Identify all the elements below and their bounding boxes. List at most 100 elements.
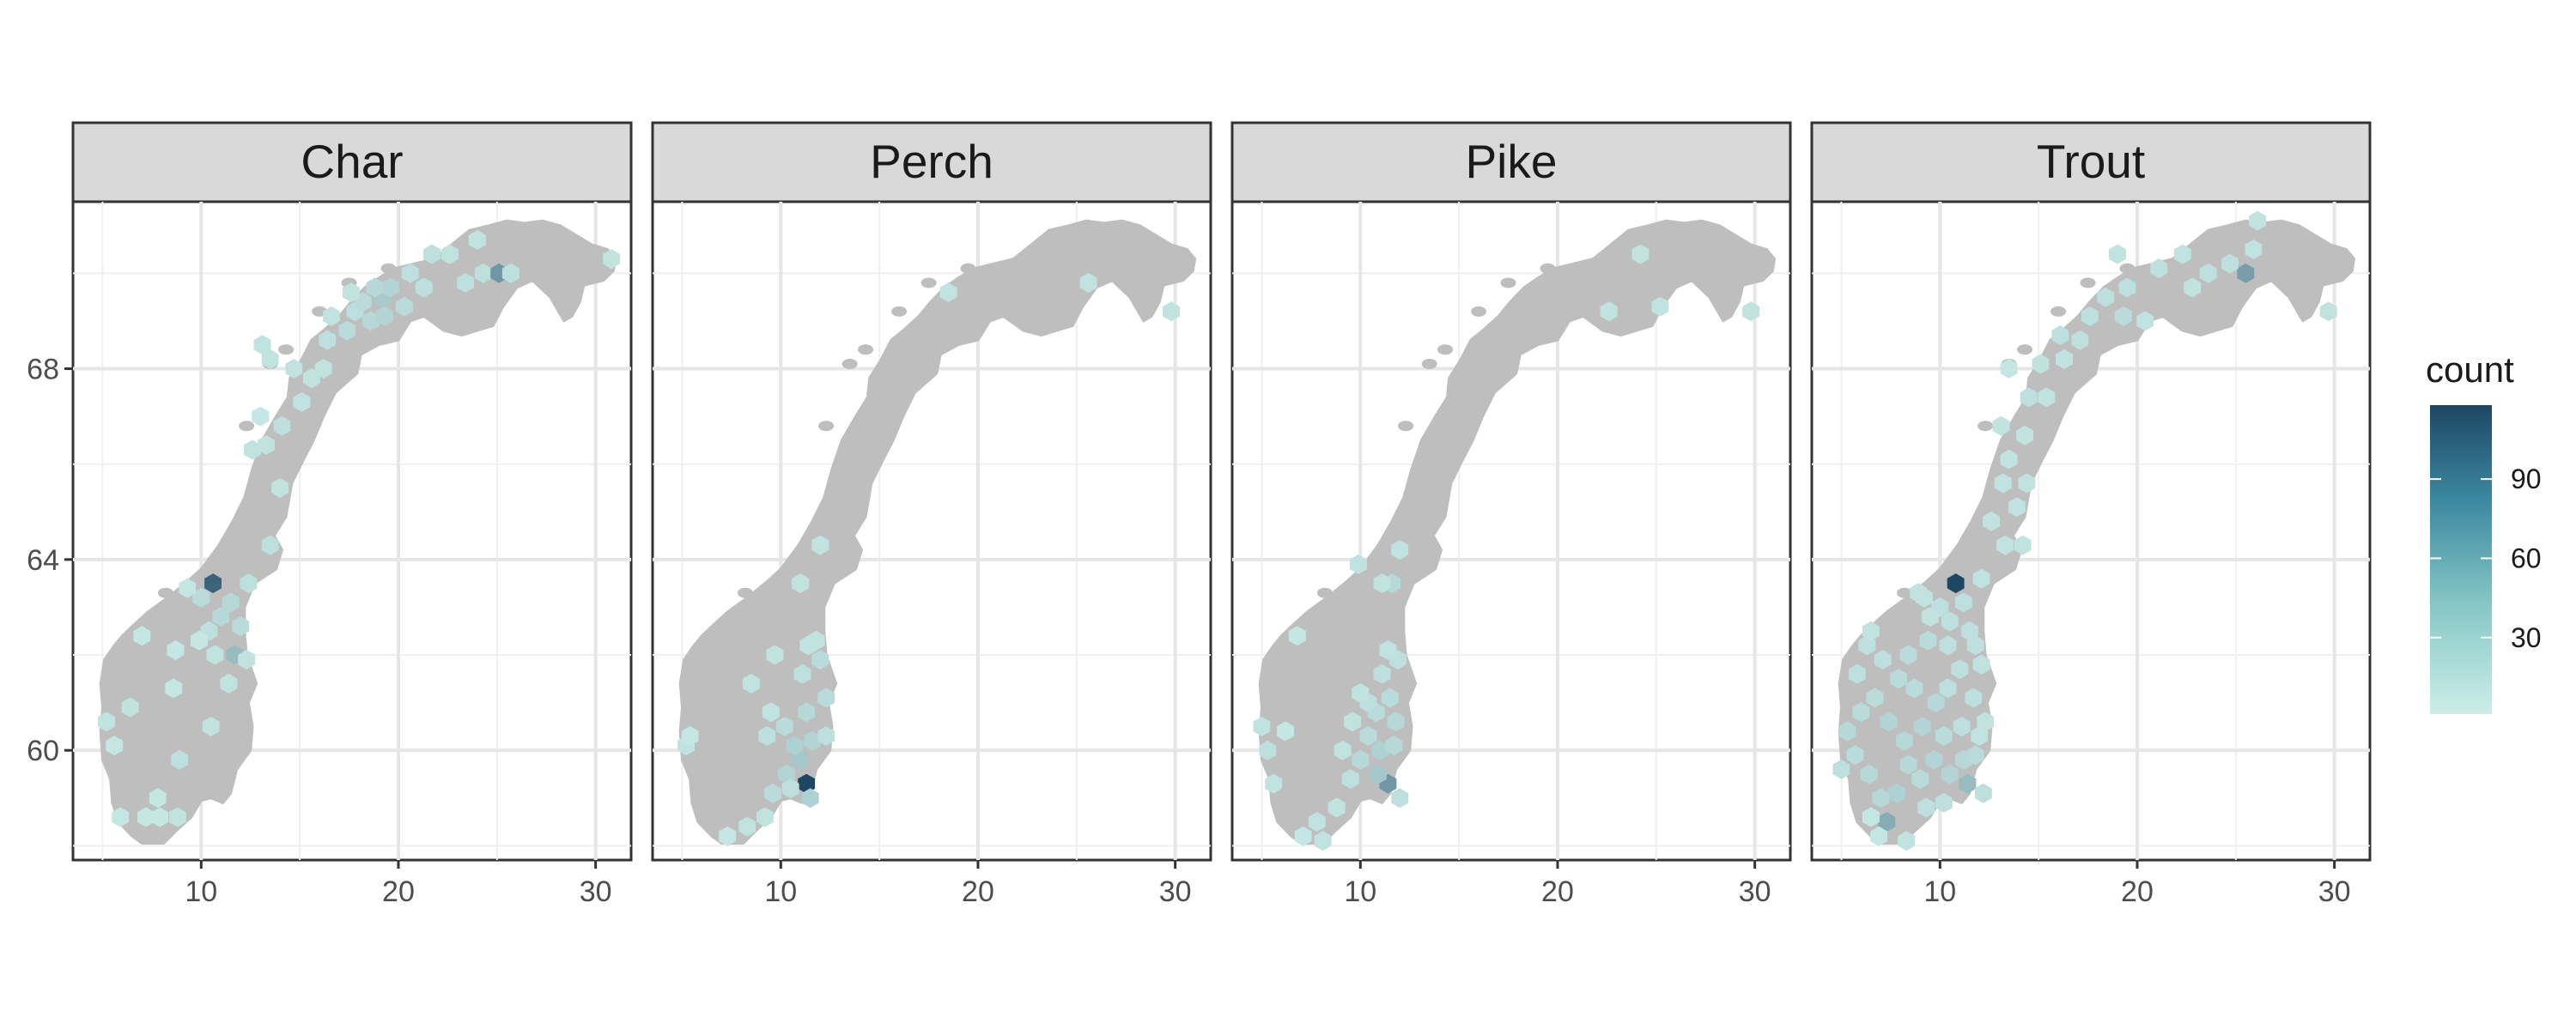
- hexbin: [1905, 678, 1923, 699]
- hexbin: [817, 688, 835, 708]
- island: [157, 587, 173, 598]
- island: [960, 263, 976, 274]
- hexbin: [1259, 740, 1277, 760]
- hexbin: [381, 277, 399, 298]
- facet-strip-label: Pike: [1466, 135, 1558, 188]
- hexbin: [137, 807, 155, 827]
- hexbin: [338, 320, 356, 341]
- hexbin: [1838, 721, 1856, 742]
- hexbin: [742, 673, 760, 694]
- island: [1421, 358, 1437, 369]
- x-axis: 10 20 30: [764, 860, 1192, 908]
- hexbin: [1308, 812, 1326, 832]
- hexbin: [1866, 688, 1884, 708]
- island: [1316, 587, 1333, 598]
- hexbin: [204, 573, 222, 594]
- hexbin: [1874, 650, 1892, 670]
- hexbin: [322, 306, 340, 326]
- hexbin: [1846, 745, 1864, 766]
- hexbin: [1862, 807, 1880, 827]
- x-axis: 10 20 30: [1923, 860, 2351, 908]
- hexbin: [1832, 759, 1850, 779]
- hexbin: [2118, 277, 2136, 298]
- hexbin: [133, 626, 151, 646]
- hexbin: [1381, 688, 1399, 708]
- hexbin: [2000, 359, 2018, 379]
- x-tick-label: 30: [1159, 876, 1192, 908]
- hexbin: [762, 702, 780, 723]
- hexbin: [1848, 663, 1866, 684]
- facet-panel-pike: Pike 10 20 30: [1230, 121, 1792, 908]
- hexbin: [285, 359, 303, 379]
- hexbin: [1373, 573, 1391, 594]
- hexbin: [1960, 621, 1978, 641]
- hexbin: [1959, 773, 1977, 794]
- hexbin: [1974, 783, 1992, 803]
- hexbin: [1927, 693, 1945, 713]
- hexbin: [1992, 415, 2010, 436]
- hexbin: [2081, 306, 2099, 326]
- hexbin: [167, 639, 185, 660]
- facet-strip: [651, 121, 1212, 203]
- island: [1471, 306, 1487, 317]
- hexbin: [764, 783, 782, 803]
- hexbin: [1600, 301, 1618, 322]
- hexbin: [1935, 792, 1953, 813]
- hexbin: [1972, 568, 1990, 589]
- hexbin: [1994, 473, 2012, 494]
- island: [278, 344, 295, 355]
- hexbin: [2056, 348, 2073, 369]
- hexbin: [1878, 812, 1896, 832]
- hexbin: [1890, 669, 1907, 689]
- hexbin: [361, 311, 380, 331]
- hexbin: [2000, 449, 2018, 470]
- hexbin: [2150, 258, 2168, 279]
- hexbin: [202, 716, 220, 736]
- hexbin: [1359, 726, 1377, 746]
- hexbin: [401, 263, 419, 283]
- hexbin: [1983, 511, 2000, 531]
- hexbin: [1896, 730, 1913, 751]
- hexbin: [2016, 425, 2033, 445]
- hexbin: [1391, 540, 1409, 560]
- island: [818, 421, 835, 432]
- hexbin: [2199, 263, 2217, 283]
- hexbin: [1939, 678, 1957, 699]
- y-tick-label: 64: [27, 544, 59, 577]
- hexbin: [719, 826, 737, 846]
- hexbin: [1899, 645, 1917, 665]
- hexbin: [817, 726, 835, 746]
- hexbin: [1163, 301, 1180, 322]
- x-tick-label: 20: [382, 876, 415, 908]
- x-tick-label: 10: [1344, 876, 1376, 908]
- hexbin: [1352, 683, 1370, 703]
- hexbin: [1742, 301, 1759, 322]
- island: [2017, 344, 2033, 355]
- hexbin: [1350, 554, 1367, 574]
- hexbin: [342, 282, 360, 303]
- hexbin: [1294, 826, 1312, 846]
- hexbin: [1935, 726, 1953, 746]
- facet-strip-label: Char: [301, 135, 403, 188]
- island: [2050, 306, 2067, 317]
- hexbin: [191, 630, 208, 651]
- hexbin: [415, 277, 433, 298]
- hexbin: [801, 788, 819, 809]
- hexbin: [261, 535, 279, 555]
- hexbin: [2008, 497, 2026, 518]
- hexbin: [2071, 330, 2089, 350]
- hexbin: [171, 749, 188, 770]
- hexbin: [1941, 764, 1959, 785]
- hexbin: [1327, 797, 1346, 818]
- hexbin: [2038, 387, 2056, 408]
- hexbin: [2245, 239, 2263, 260]
- y-tick-label: 60: [27, 735, 59, 767]
- hexbin: [1925, 749, 1943, 770]
- island: [920, 277, 937, 288]
- hexbin: [244, 439, 261, 460]
- hexbin: [168, 807, 186, 827]
- hexbin: [2114, 306, 2132, 326]
- hexbin: [681, 726, 699, 746]
- hexbin: [2032, 354, 2050, 374]
